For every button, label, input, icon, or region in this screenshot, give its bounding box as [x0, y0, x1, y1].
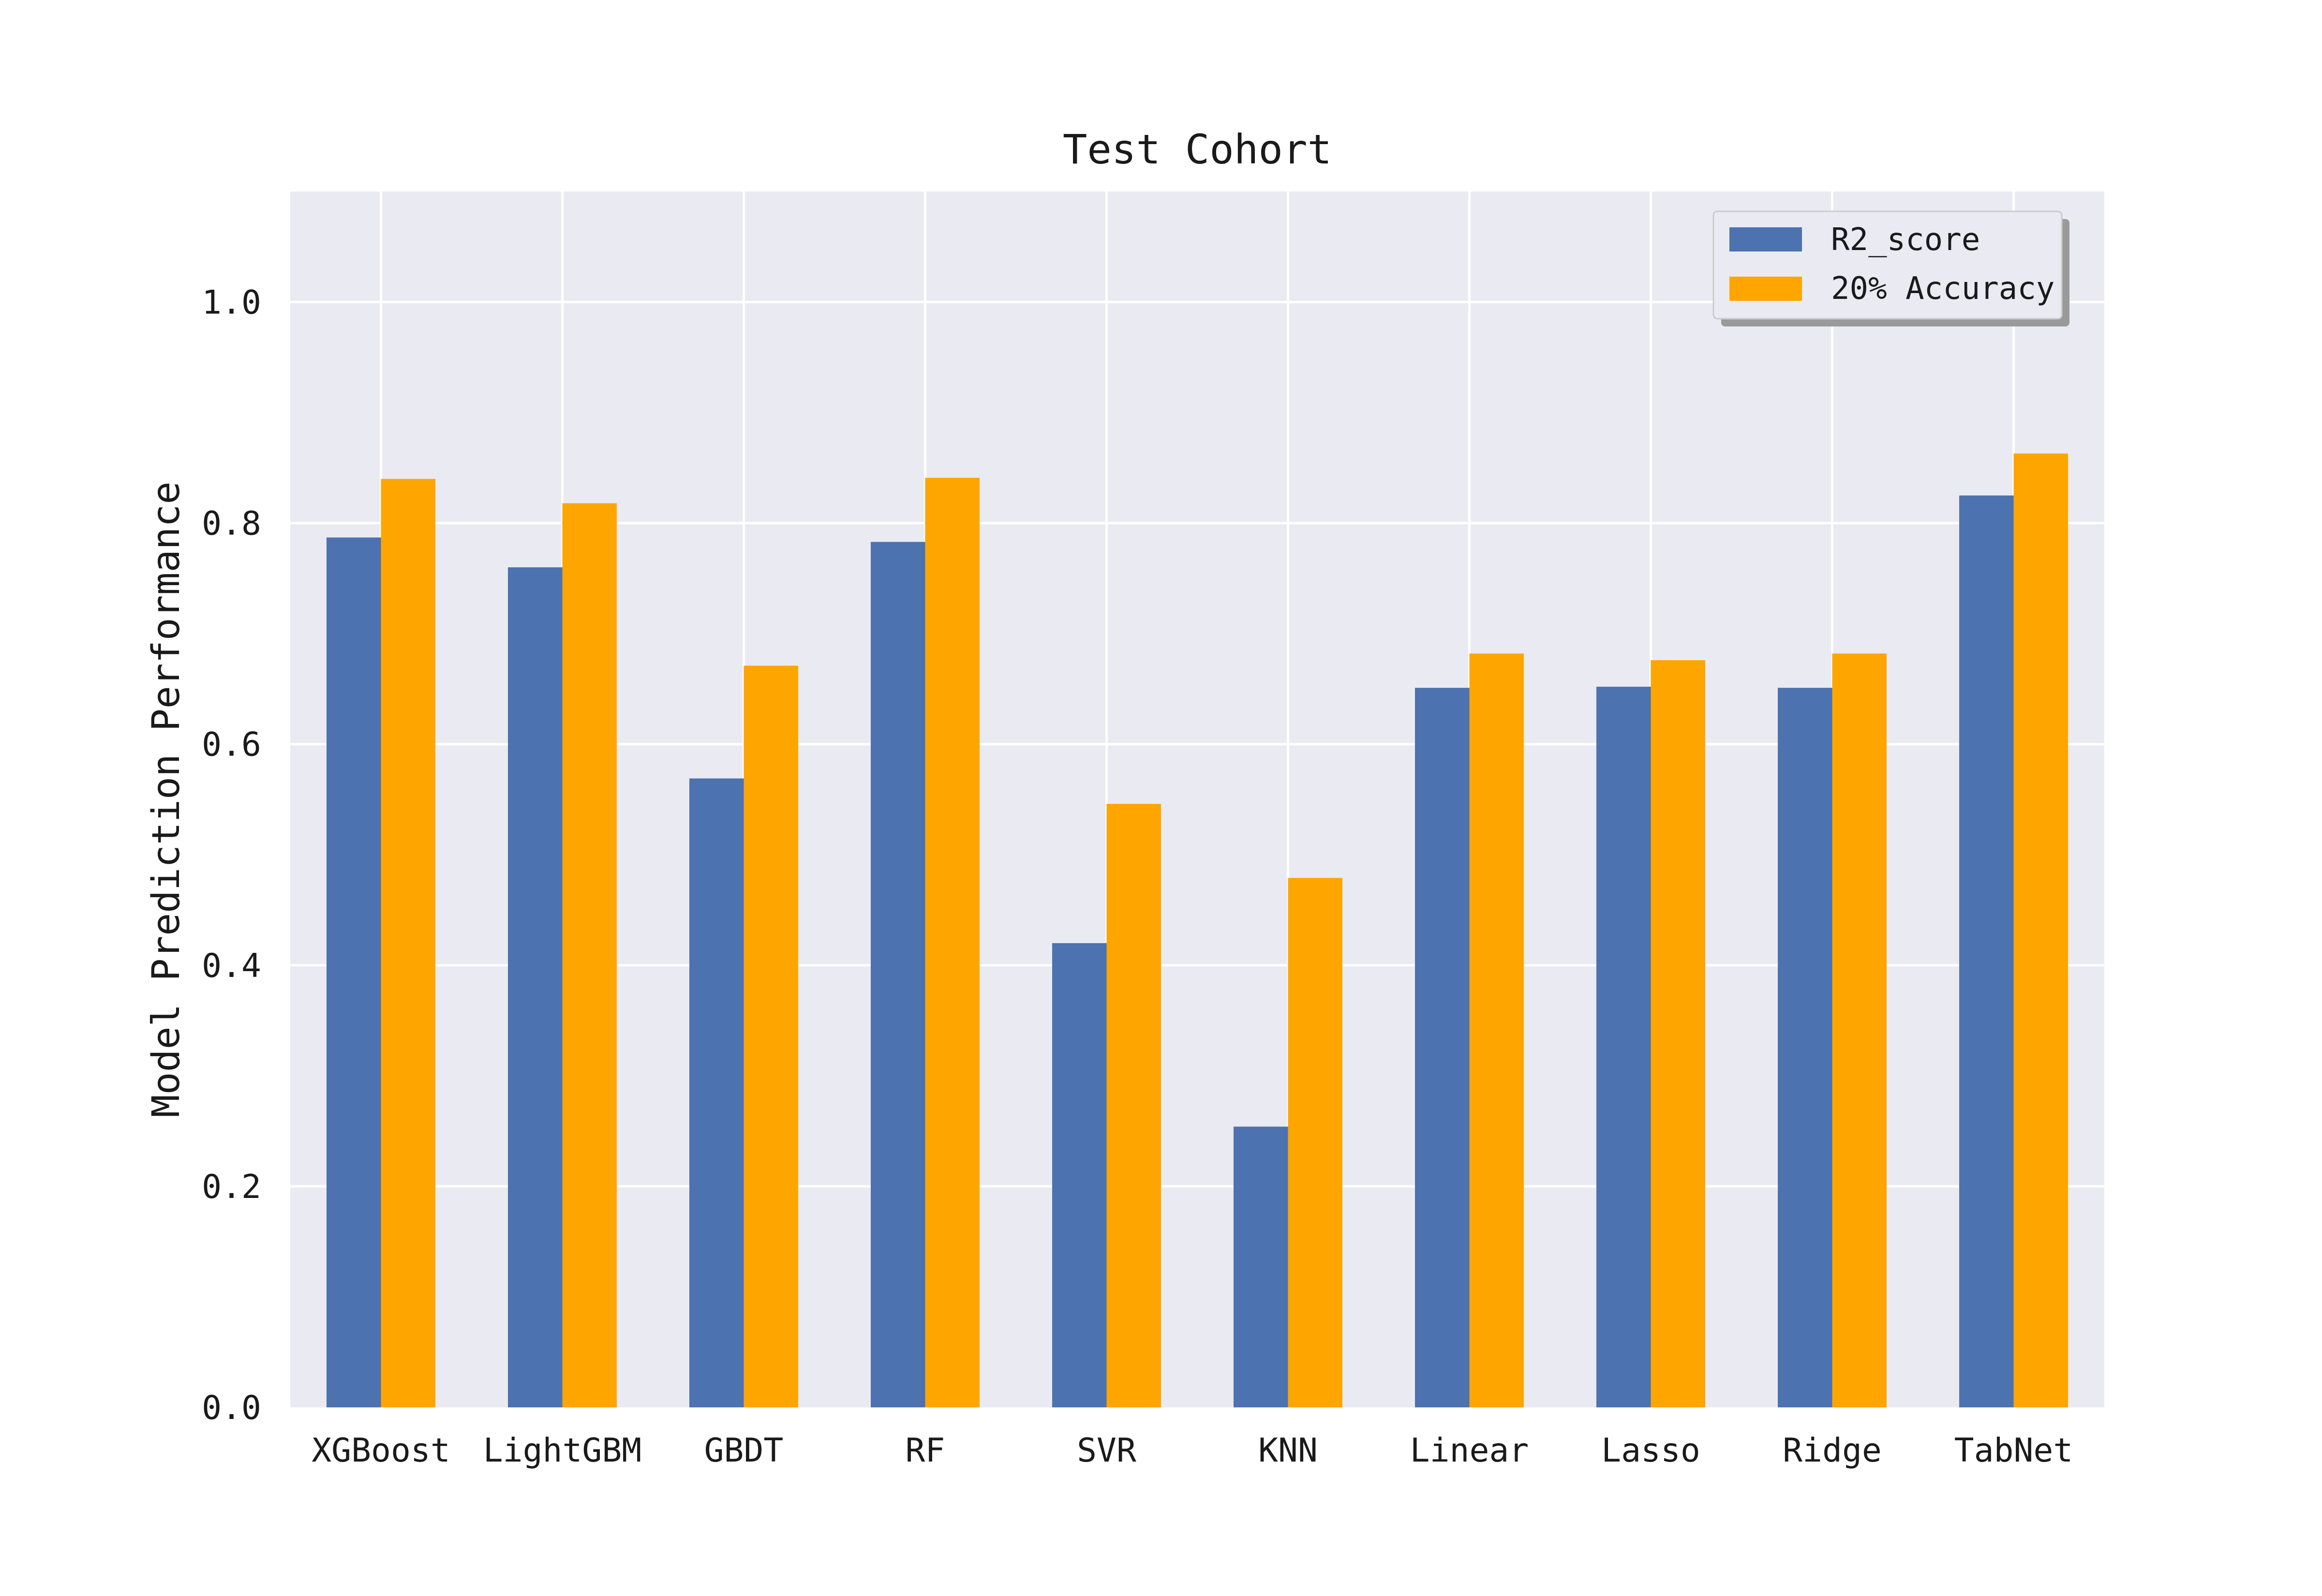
x-tick-label: TabNet: [1954, 1432, 2073, 1470]
bar-r2-score-tabnet: [1959, 495, 2014, 1407]
bar-r2-score-xgboost: [327, 537, 381, 1407]
bar-20-accuracy-tabnet: [2013, 453, 2068, 1407]
y-tick-label: 0.6: [202, 726, 261, 764]
y-tick-label: 0.8: [202, 505, 261, 543]
bar-r2-score-svr: [1052, 943, 1107, 1407]
y-tick-label: 0.4: [202, 947, 261, 985]
x-tick-label: XGBoost: [312, 1432, 450, 1470]
x-tick-label: RF: [906, 1432, 945, 1470]
bars: [327, 453, 2068, 1407]
x-tick-labels: XGBoost LightGBM GBDT RF SVR KNN Linear Lasso Ri…: [312, 1432, 2073, 1470]
x-tick-label: LightGBM: [483, 1432, 642, 1470]
bar-r2-score-lasso: [1596, 686, 1651, 1407]
y-axis-label: Model Prediction Performance: [145, 482, 188, 1118]
legend-swatch-20-accuracy: [1729, 277, 1802, 301]
bar-r2-score-gbdt: [689, 778, 744, 1407]
bar-20-accuracy-lightgbm: [562, 503, 617, 1407]
bar-20-accuracy-lasso: [1651, 660, 1705, 1407]
legend-label-20-accuracy: 20% Accuracy: [1831, 271, 2054, 307]
x-tick-label: SVR: [1077, 1432, 1136, 1470]
bar-20-accuracy-linear: [1469, 653, 1524, 1407]
y-tick-label: 0.0: [202, 1389, 261, 1427]
x-tick-label: Ridge: [1783, 1432, 1882, 1470]
chart-title: Test Cohort: [1063, 126, 1332, 173]
bar-20-accuracy-ridge: [1832, 653, 1887, 1407]
legend-label-r2-score: R2_score: [1831, 222, 1980, 258]
x-tick-label: GBDT: [704, 1432, 784, 1470]
bar-r2-score-rf: [871, 542, 925, 1407]
x-tick-label: Lasso: [1601, 1432, 1700, 1470]
bar-r2-score-ridge: [1778, 688, 1832, 1407]
legend-swatch-r2-score: [1729, 227, 1802, 251]
bar-20-accuracy-xgboost: [381, 479, 435, 1407]
bar-r2-score-lightgbm: [508, 567, 563, 1407]
x-tick-label: KNN: [1258, 1432, 1318, 1470]
legend: R2_score 20% Accuracy: [1712, 210, 2069, 326]
y-tick-label: 0.2: [202, 1168, 261, 1206]
bar-r2-score-linear: [1415, 688, 1470, 1407]
x-tick-label: Linear: [1410, 1432, 1529, 1470]
bar-20-accuracy-gbdt: [744, 665, 798, 1407]
bar-r2-score-knn: [1234, 1126, 1288, 1407]
bar-20-accuracy-rf: [925, 477, 980, 1407]
bar-20-accuracy-svr: [1106, 804, 1161, 1407]
y-tick-label: 1.0: [202, 284, 261, 322]
bar-20-accuracy-knn: [1288, 878, 1342, 1407]
y-tick-labels: 0.0 0.2 0.4 0.6 0.8 1.0: [202, 284, 261, 1427]
